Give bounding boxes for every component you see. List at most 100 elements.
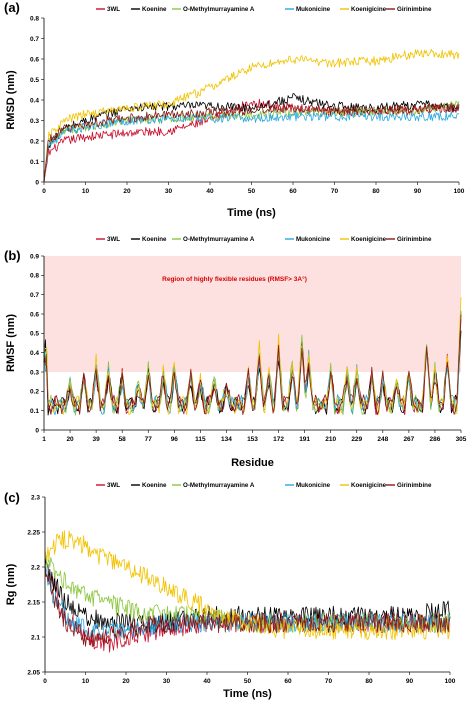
panel-3-y-axis-title: Rg (nm) bbox=[5, 563, 17, 605]
panel-3-x-tick-label: 100 bbox=[445, 678, 456, 685]
panel-1-legend-label: 3WL bbox=[107, 6, 120, 13]
panel-2-y-tick-label: 0.3 bbox=[30, 369, 39, 376]
panel-1-legend-label: Mukonicine bbox=[296, 6, 331, 13]
panel-2-y-axis-title: RMSF (nm) bbox=[5, 314, 17, 372]
panel-1-y-tick-label: 0.2 bbox=[30, 138, 39, 145]
panel-2-legend-label: Koenigicine bbox=[351, 236, 387, 243]
panel-3-legend-label: Mukonicine bbox=[296, 482, 331, 489]
panel-3-series-line bbox=[44, 564, 451, 647]
panel-2-y-tick-label: 0.2 bbox=[30, 389, 39, 396]
panel-2-x-tick-label: 210 bbox=[325, 436, 336, 443]
panel-1-x-tick-label: 0 bbox=[42, 188, 46, 195]
panel-2-x-tick-label: 39 bbox=[93, 436, 101, 443]
panel-3-x-tick-label: 50 bbox=[244, 678, 252, 685]
panel-3-x-tick-label: 40 bbox=[203, 678, 211, 685]
panel-3-x-tick-label: 20 bbox=[122, 678, 130, 685]
panel-3-series-line bbox=[44, 554, 451, 634]
panel-1-x-tick-label: 60 bbox=[289, 188, 297, 195]
panel-1-legend-label: O-Methylmurrayamine A bbox=[183, 6, 255, 13]
panel-3-series-line bbox=[44, 568, 451, 653]
panel-1-y-tick-label: 0.5 bbox=[30, 77, 39, 84]
panel-1-x-axis-title: Time (ns) bbox=[227, 207, 276, 219]
panel-2-x-tick-label: 191 bbox=[299, 436, 310, 443]
panel-3-x-tick-label: 10 bbox=[82, 678, 90, 685]
panel-3-series-line bbox=[44, 558, 451, 634]
panel-1-letter: (a) bbox=[4, 0, 20, 15]
panel-3-legend-label: Koenigicine bbox=[351, 482, 387, 489]
panel-2-legend-label: Mukonicine bbox=[296, 236, 331, 243]
panel-3-series-line bbox=[44, 565, 451, 640]
panel-2-highlight-band bbox=[44, 256, 461, 372]
panel-1-series-line bbox=[43, 48, 460, 183]
panel-1-x-tick-label: 100 bbox=[454, 188, 465, 195]
panel-3-y-tick-label: 2.15 bbox=[27, 599, 40, 606]
panel-2-y-tick-label: 0.5 bbox=[30, 331, 39, 338]
panel-1-y-axis-title: RMSD (nm) bbox=[5, 70, 17, 130]
panel-2-legend-label: 3WL bbox=[107, 236, 120, 243]
panel-2-y-tick-label: 0.1 bbox=[30, 408, 39, 415]
panel-1-series-line bbox=[43, 98, 460, 183]
panel-3-x-axis-title: Time (ns) bbox=[223, 688, 272, 700]
panel-1-series-line bbox=[43, 93, 460, 183]
panel-1-y-tick-label: 0.8 bbox=[30, 15, 39, 22]
panel-3-y-tick-label: 2.25 bbox=[27, 529, 40, 536]
panel-1-x-tick-label: 50 bbox=[248, 188, 256, 195]
panel-3-y-tick-label: 2.3 bbox=[31, 494, 40, 501]
panel-1-y-tick-label: 0.4 bbox=[30, 97, 39, 104]
panel-2-x-tick-label: 1 bbox=[42, 436, 46, 443]
panel-3-legend-label: Girinimbine bbox=[397, 482, 432, 489]
panel-2-y-tick-label: 0.8 bbox=[30, 273, 39, 280]
panel-1-legend-label: Koenigicine bbox=[351, 6, 387, 13]
panel-1-x-tick-label: 90 bbox=[414, 188, 422, 195]
panel-3-x-tick-label: 30 bbox=[163, 678, 171, 685]
panel-1-x-tick-label: 30 bbox=[165, 188, 173, 195]
panel-2-y-tick-label: 0.6 bbox=[30, 311, 39, 318]
panel-2-x-tick-label: 267 bbox=[403, 436, 414, 443]
panel-2-x-tick-label: 20 bbox=[66, 436, 74, 443]
panel-2-x-tick-label: 248 bbox=[377, 436, 388, 443]
panel-3-letter: (c) bbox=[4, 490, 20, 505]
panel-3-legend-label: Koenine bbox=[142, 482, 167, 489]
panel-2-letter: (b) bbox=[4, 248, 21, 263]
panel-3-x-tick-label: 60 bbox=[284, 678, 292, 685]
panel-1-x-tick-label: 40 bbox=[206, 188, 214, 195]
panel-2-series-line bbox=[43, 310, 462, 416]
panel-3-x-tick-label: 90 bbox=[406, 678, 414, 685]
panel-2-x-tick-label: 96 bbox=[171, 436, 179, 443]
panel-1-y-tick-label: 0.7 bbox=[30, 36, 39, 43]
panel-2-annotation: Region of highly flexible residues (RMSF… bbox=[162, 275, 307, 283]
panel-2-x-axis-title: Residue bbox=[231, 457, 274, 469]
panel-2-series-line bbox=[43, 297, 462, 415]
panel-1-y-tick-label: 0.1 bbox=[30, 159, 39, 166]
panel-2-x-tick-label: 77 bbox=[145, 436, 153, 443]
panel-2-y-tick-label: 0.9 bbox=[30, 253, 39, 260]
panel-3-x-tick-label: 0 bbox=[43, 678, 47, 685]
panel-2-legend-label: Girinimbine bbox=[397, 236, 432, 243]
panel-1-y-tick-label: 0.3 bbox=[30, 118, 39, 125]
panel-1-x-tick-label: 80 bbox=[372, 188, 380, 195]
panel-3-x-tick-label: 70 bbox=[325, 678, 333, 685]
panel-1-y-tick-label: 0 bbox=[35, 179, 39, 186]
panel-3-y-tick-label: 2.1 bbox=[31, 634, 40, 641]
panel-2-legend-label: Koenine bbox=[142, 236, 167, 243]
panel-2-x-tick-label: 286 bbox=[430, 436, 441, 443]
panel-1-series-line bbox=[43, 103, 460, 183]
panel-2-y-tick-label: 0.4 bbox=[30, 350, 39, 357]
panel-2-legend-label: O-Methylmurrayamine A bbox=[183, 236, 255, 243]
panel-2-x-tick-label: 134 bbox=[221, 436, 232, 443]
panel-2-y-tick-label: 0 bbox=[35, 427, 39, 434]
panel-3-legend-label: O-Methylmurrayamine A bbox=[183, 482, 255, 489]
panel-1-x-tick-label: 20 bbox=[123, 188, 131, 195]
panel-2-x-tick-label: 115 bbox=[195, 436, 206, 443]
panel-2-x-tick-label: 153 bbox=[247, 436, 258, 443]
panel-1-legend-label: Koenine bbox=[142, 6, 167, 13]
panel-2-x-tick-label: 229 bbox=[351, 436, 362, 443]
panel-1-x-tick-label: 70 bbox=[331, 188, 339, 195]
panel-1-legend-label: Girinimbine bbox=[397, 6, 432, 13]
panel-1-y-tick-label: 0.6 bbox=[30, 56, 39, 63]
panel-2-x-tick-label: 305 bbox=[456, 436, 467, 443]
panel-3-x-tick-label: 80 bbox=[365, 678, 373, 685]
panel-2-x-tick-label: 172 bbox=[273, 436, 284, 443]
